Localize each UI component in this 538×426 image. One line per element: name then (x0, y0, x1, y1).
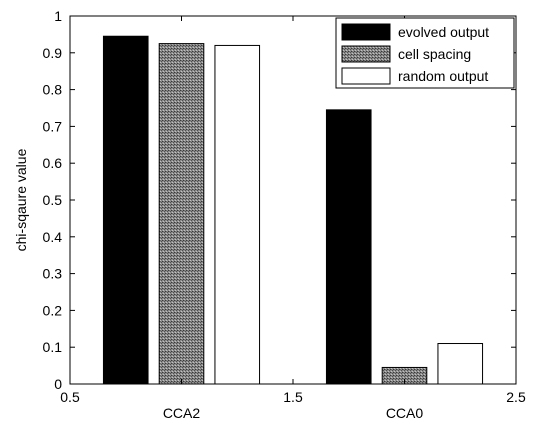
bars (102, 35, 484, 385)
axis-tick-labels: 0 0.1 0.2 0.3 0.4 0.5 0.6 0.7 0.8 0.9 1 0.5 1.5 2.5 CC… (43, 8, 526, 421)
legend-label: random output (398, 68, 488, 84)
y-tick-label: 0.8 (43, 82, 63, 98)
legend: evolved output cell spacing random output (335, 17, 515, 89)
legend-label: cell spacing (398, 46, 471, 62)
bar-cca2-cell-spacing (158, 43, 205, 385)
legend-swatch (341, 23, 391, 41)
y-tick-label: 0.4 (43, 229, 63, 245)
x-tick-label: 0.5 (60, 389, 80, 405)
bar-cca2-evolved-output (102, 35, 149, 385)
y-tick-label: 0.9 (43, 45, 63, 61)
legend-swatch (341, 67, 391, 85)
x-tick-label: 2.5 (506, 389, 526, 405)
axis-ticks (69, 15, 517, 385)
y-tick-label: 0.1 (43, 339, 63, 355)
category-label: CCA0 (386, 405, 424, 421)
y-tick-label: 0.7 (43, 118, 63, 134)
bar-cca0-evolved-output (325, 109, 372, 385)
y-tick-label: 0.5 (43, 192, 63, 208)
category-label: CCA2 (163, 405, 201, 421)
legend-swatch (341, 45, 391, 63)
y-axis-label: chi-sqaure value (13, 148, 29, 251)
y-tick-label: 0.2 (43, 302, 63, 318)
y-tick-label: 0.6 (43, 155, 63, 171)
bar-cca0-random-output (437, 343, 484, 385)
y-tick-label: 1 (54, 8, 62, 24)
legend-label: evolved output (398, 24, 489, 40)
y-tick-label: 0.3 (43, 266, 63, 282)
y-tick-label: 0 (54, 376, 62, 392)
x-tick-label: 1.5 (283, 389, 303, 405)
bar-cca2-random-output (214, 44, 261, 385)
